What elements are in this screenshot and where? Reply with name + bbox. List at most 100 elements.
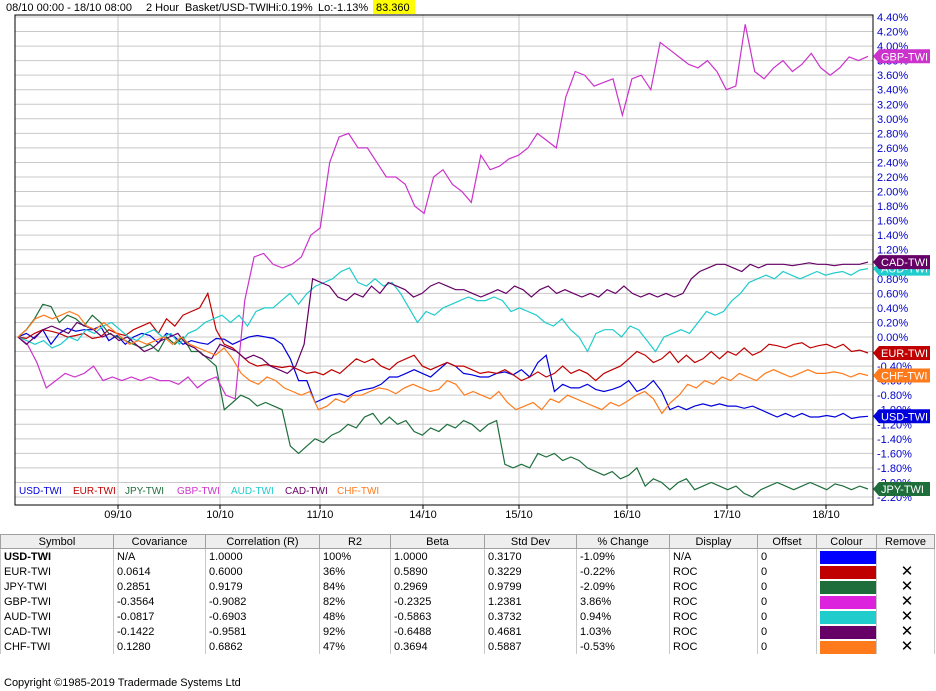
x-tick-label: 14/10 bbox=[409, 509, 437, 521]
col-header-covariance[interactable]: Covariance bbox=[113, 534, 206, 549]
cell-change: -2.09% bbox=[576, 579, 670, 594]
header-price-bg bbox=[373, 0, 415, 14]
end-label-text: USD-TWI bbox=[881, 411, 928, 423]
legend-item-jpy-twi: JPY-TWI bbox=[125, 486, 164, 497]
y-tick-label: 1.20% bbox=[877, 245, 908, 257]
cell-colour[interactable] bbox=[816, 548, 877, 564]
col-header-beta[interactable]: Beta bbox=[390, 534, 485, 549]
y-tick-label: 3.20% bbox=[877, 99, 908, 111]
series-line-jpy-twi bbox=[17, 303, 869, 498]
col-header-remove[interactable]: Remove bbox=[876, 534, 935, 549]
remove-icon[interactable]: ✕ bbox=[900, 609, 914, 624]
y-tick-label: 2.80% bbox=[877, 128, 908, 140]
end-label-tag bbox=[873, 346, 930, 361]
series-line-cad-twi bbox=[17, 261, 869, 375]
cell-symbol: CAD-TWI bbox=[0, 624, 114, 639]
cell-colour[interactable] bbox=[816, 639, 877, 654]
table-row[interactable]: USD-TWI N/A 1.0000 100% 1.0000 0.3170 -1.09% N/… bbox=[0, 548, 935, 564]
cell-change: -0.22% bbox=[576, 564, 670, 579]
legend-item-chf-twi: CHF-TWI bbox=[337, 486, 379, 497]
cell-colour[interactable] bbox=[816, 564, 877, 579]
colour-swatch[interactable] bbox=[820, 595, 876, 609]
cell-remove: ✕ bbox=[876, 564, 935, 579]
legend-item-aud-twi: AUD-TWI bbox=[231, 486, 274, 497]
series-line-chf-twi bbox=[17, 310, 869, 415]
legend-item-gbp-twi: GBP-TWI bbox=[177, 486, 220, 497]
cell-offset: 0 bbox=[757, 579, 817, 594]
header-price: 83.360 bbox=[376, 2, 410, 14]
cell-remove: ✕ bbox=[876, 594, 935, 609]
col-header-symbol[interactable]: Symbol bbox=[0, 534, 114, 549]
y-tick-label: 2.40% bbox=[877, 157, 908, 169]
cell-correlation: 1.0000 bbox=[205, 548, 320, 564]
table-row[interactable]: CHF-TWI 0.1280 0.6862 47% 0.3694 0.5887 -0.53%… bbox=[0, 639, 935, 654]
col-header-stddev[interactable]: Std Dev bbox=[484, 534, 577, 549]
table-row[interactable]: CAD-TWI -0.1422 -0.9581 92% -0.6488 0.4681 1.0… bbox=[0, 624, 935, 639]
cell-colour[interactable] bbox=[816, 579, 877, 594]
end-label-tag bbox=[873, 368, 930, 383]
table-row[interactable]: JPY-TWI 0.2851 0.9179 84% 0.2969 0.9799 -2.09%… bbox=[0, 579, 935, 594]
cell-stddev: 0.3170 bbox=[484, 548, 577, 564]
colour-swatch[interactable] bbox=[820, 580, 876, 594]
remove-icon[interactable]: ✕ bbox=[900, 564, 914, 579]
col-header-display[interactable]: Display bbox=[669, 534, 758, 549]
cell-change: -0.53% bbox=[576, 639, 670, 654]
cell-change: 1.03% bbox=[576, 624, 670, 639]
col-header-colour[interactable]: Colour bbox=[816, 534, 877, 549]
table-header-row: Symbol Covariance Correlation (R) R2 Bet… bbox=[0, 534, 935, 549]
cell-display: ROC bbox=[669, 639, 758, 654]
remove-icon[interactable]: ✕ bbox=[900, 594, 914, 609]
col-header-r2[interactable]: R2 bbox=[319, 534, 391, 549]
y-tick-label: 4.20% bbox=[877, 27, 908, 39]
cell-covariance: N/A bbox=[113, 548, 206, 564]
y-tick-label: 2.60% bbox=[877, 143, 908, 155]
col-header-correlation[interactable]: Correlation (R) bbox=[205, 534, 320, 549]
y-tick-label: -1.40% bbox=[877, 434, 912, 446]
cell-display: ROC bbox=[669, 564, 758, 579]
x-tick-label: 17/10 bbox=[713, 509, 741, 521]
cell-correlation: -0.9082 bbox=[205, 594, 320, 609]
table-row[interactable]: AUD-TWI -0.0817 -0.6903 48% -0.5863 0.3732 0.9… bbox=[0, 609, 935, 624]
cell-colour[interactable] bbox=[816, 609, 877, 624]
y-tick-label: -1.80% bbox=[877, 463, 912, 475]
col-header-offset[interactable]: Offset bbox=[757, 534, 817, 549]
y-tick-label: 3.60% bbox=[877, 70, 908, 82]
legend-item-usd-twi: USD-TWI bbox=[19, 486, 62, 497]
remove-icon[interactable]: ✕ bbox=[900, 624, 914, 639]
table-row[interactable]: GBP-TWI -0.3564 -0.9082 82% -0.2325 1.2381 3.8… bbox=[0, 594, 935, 609]
cell-r2: 92% bbox=[319, 624, 391, 639]
cell-r2: 48% bbox=[319, 609, 391, 624]
cell-colour[interactable] bbox=[816, 624, 877, 639]
cell-correlation: -0.9581 bbox=[205, 624, 320, 639]
cell-colour[interactable] bbox=[816, 594, 877, 609]
chart-legend: USD-TWI EUR-TWI JPY-TWI GBP-TWI AUD-TWI CAD-T… bbox=[19, 486, 379, 497]
y-axis: 4.40%4.20%4.00%3.80%3.60%3.40%3.20%3.00%… bbox=[877, 12, 912, 504]
table-row[interactable]: EUR-TWI 0.0614 0.6000 36% 0.5890 0.3229 -0.22%… bbox=[0, 564, 935, 579]
y-tick-label: 2.00% bbox=[877, 187, 908, 199]
cell-remove: ✕ bbox=[876, 579, 935, 594]
end-label-tag bbox=[873, 482, 930, 497]
end-label-tag bbox=[873, 49, 930, 64]
end-label-tag bbox=[873, 409, 930, 424]
colour-swatch[interactable] bbox=[820, 550, 876, 564]
x-tick-label: 16/10 bbox=[613, 509, 641, 521]
col-header-change[interactable]: % Change bbox=[576, 534, 670, 549]
colour-swatch[interactable] bbox=[820, 625, 876, 639]
cell-remove bbox=[876, 548, 935, 564]
remove-icon[interactable]: ✕ bbox=[900, 579, 914, 594]
colour-swatch[interactable] bbox=[820, 565, 876, 579]
end-label-eur-twi: EUR-TWI bbox=[873, 346, 930, 361]
header-range: 08/10 00:00 - 18/10 08:00 bbox=[6, 2, 132, 14]
cell-remove: ✕ bbox=[876, 609, 935, 624]
cell-covariance: 0.1280 bbox=[113, 639, 206, 654]
y-tick-label: -1.60% bbox=[877, 448, 912, 460]
cell-offset: 0 bbox=[757, 639, 817, 654]
colour-swatch[interactable] bbox=[820, 610, 876, 624]
cell-stddev: 0.3229 bbox=[484, 564, 577, 579]
cell-change: 0.94% bbox=[576, 609, 670, 624]
cell-beta: -0.6488 bbox=[390, 624, 485, 639]
cell-stddev: 0.3732 bbox=[484, 609, 577, 624]
remove-icon[interactable]: ✕ bbox=[900, 639, 914, 654]
stats-table: Symbol Covariance Correlation (R) R2 Bet… bbox=[0, 534, 935, 654]
colour-swatch[interactable] bbox=[820, 640, 876, 654]
